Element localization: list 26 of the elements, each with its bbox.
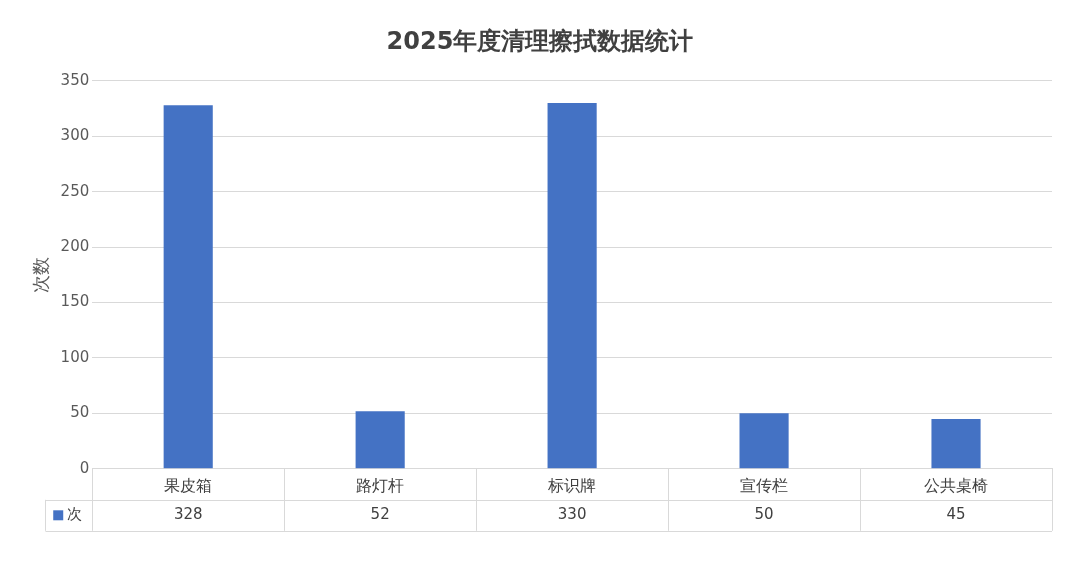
x-tick-label: 路灯杆 [356, 475, 405, 495]
data-label: 328 [173, 505, 203, 524]
y-tick-label: 100 [60, 347, 90, 366]
bar [547, 102, 597, 469]
y-tick-label: 50 [70, 403, 90, 422]
data-label: 330 [557, 505, 587, 524]
data-label: 45 [946, 505, 966, 524]
x-tick-label: 标识牌 [547, 475, 597, 495]
bar [931, 418, 981, 469]
y-tick-label: 150 [60, 292, 90, 311]
y-tick-label: 0 [79, 458, 90, 477]
data-label: 50 [754, 505, 774, 524]
y-tick-label: 350 [60, 70, 90, 89]
y-tick-label: 300 [60, 126, 90, 145]
bar [163, 105, 213, 469]
data-label: 52 [370, 505, 390, 524]
y-axis-title: 次数 [30, 256, 52, 293]
bar [739, 413, 789, 469]
y-tick-label: 200 [60, 236, 90, 255]
x-tick-label: 果皮箱 [164, 475, 213, 495]
bar [355, 411, 405, 469]
legend-label: 次 [67, 505, 83, 524]
x-tick-label: 宣传栏 [740, 475, 789, 495]
chart-title: 2025年度清理擦拭数据统计 [386, 26, 694, 55]
x-tick-label: 公共桌椅 [924, 475, 989, 495]
y-tick-label: 250 [60, 181, 90, 200]
